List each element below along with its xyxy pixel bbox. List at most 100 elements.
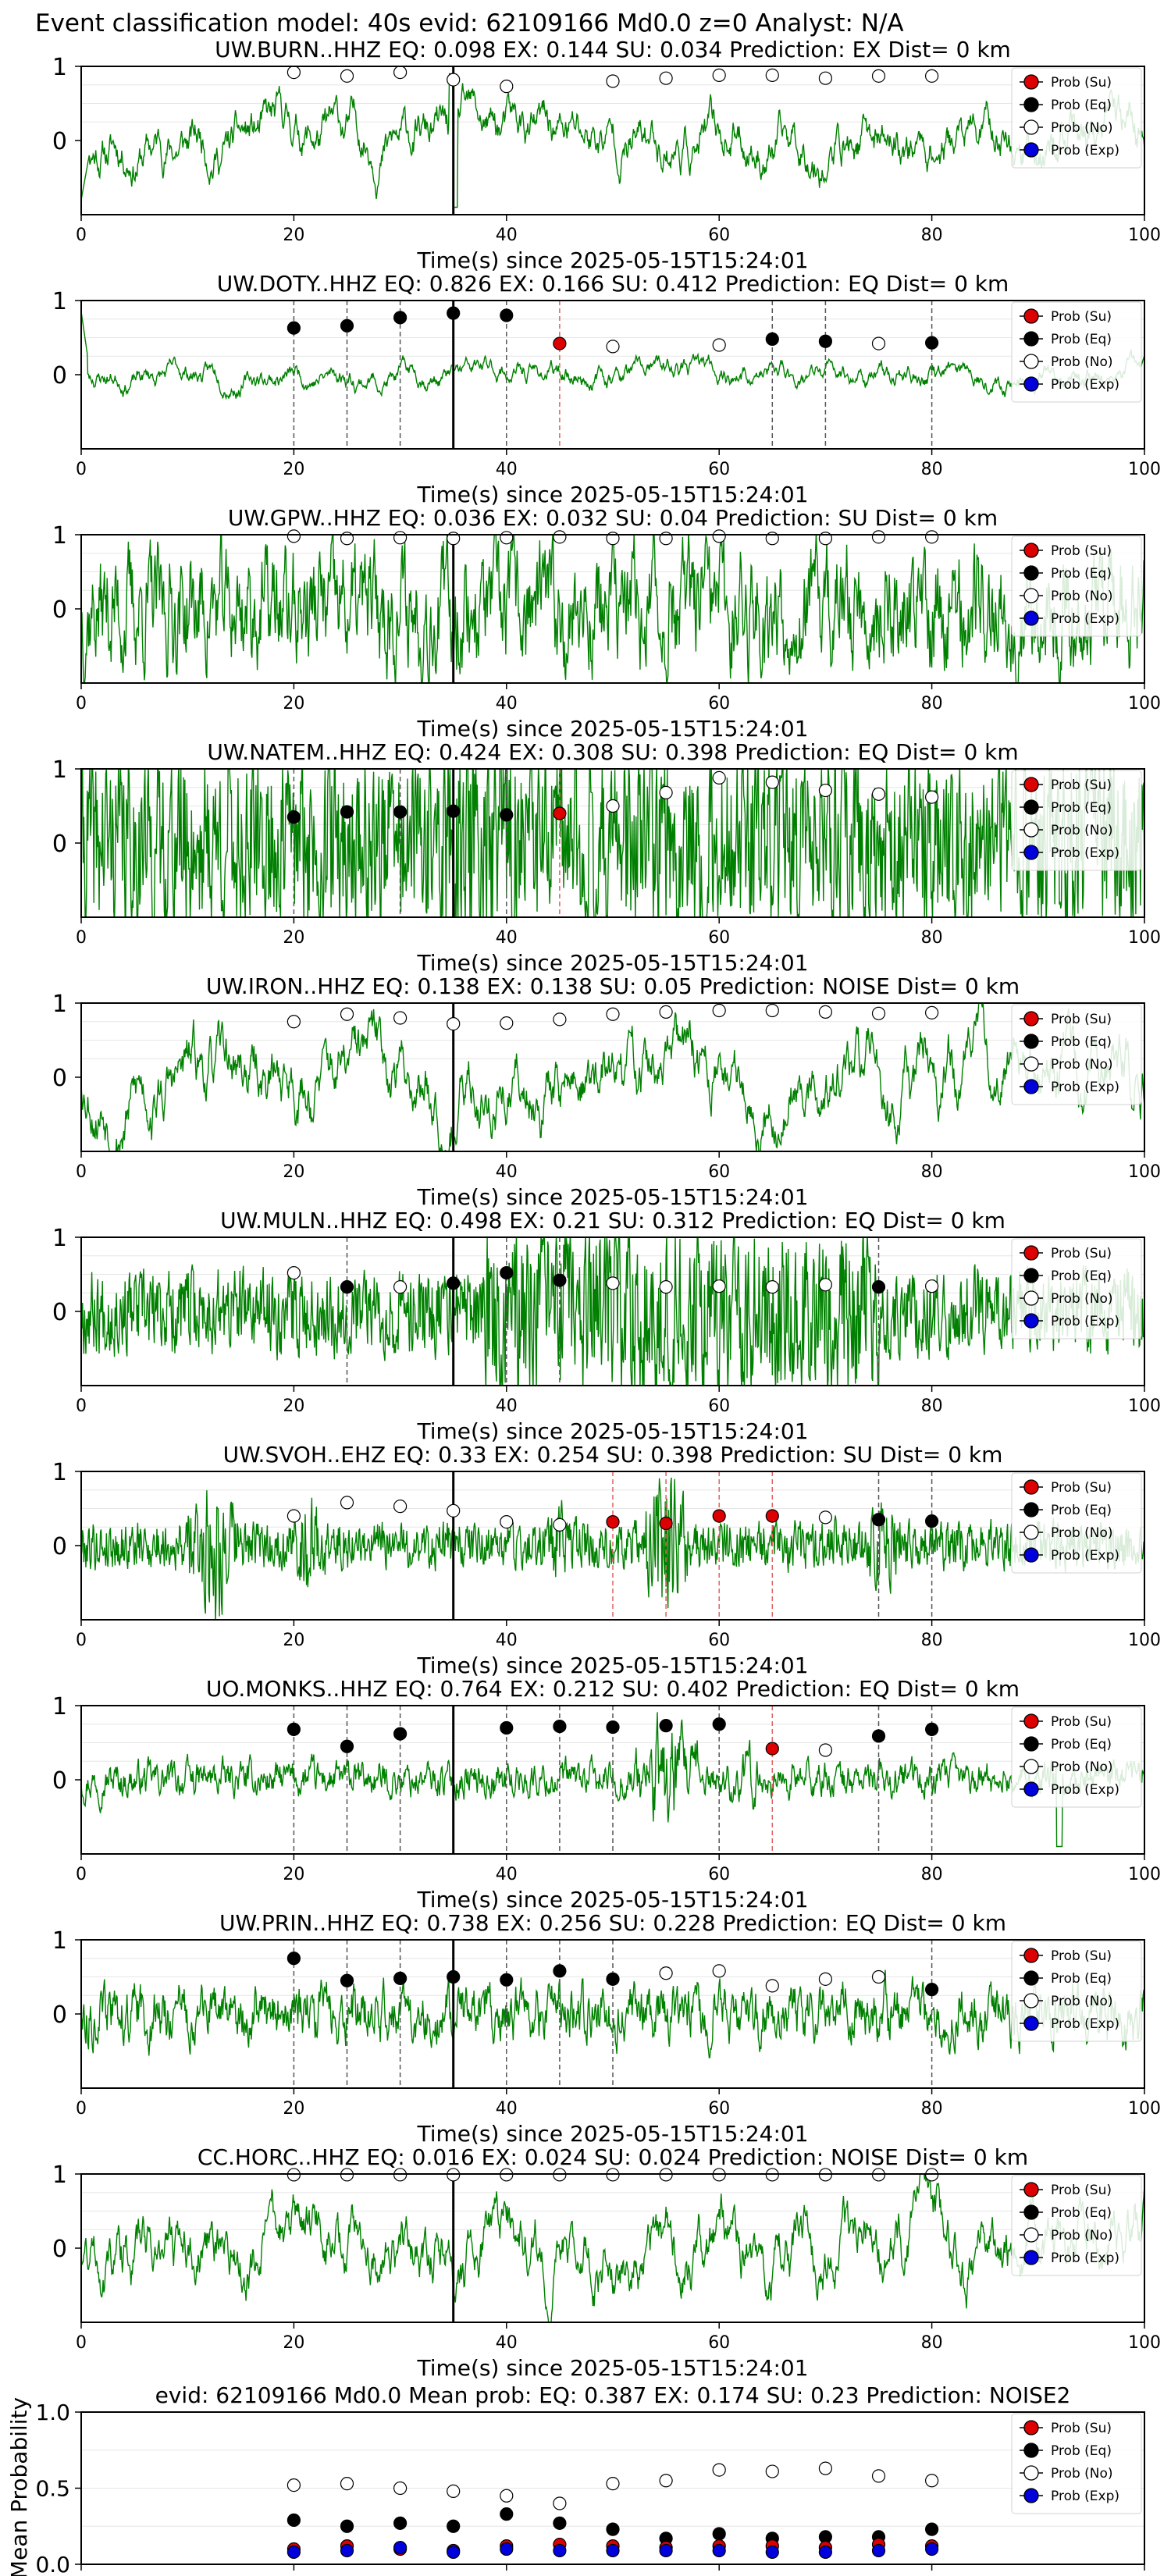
panel-4-ytick-label-1: 1 [52, 756, 67, 784]
panel-3-marker-no [393, 531, 408, 545]
panel-2-legend-box [1011, 301, 1142, 403]
panel-5-ytick-label-0: 0 [52, 1065, 67, 1092]
panel-1-legend-label-su: Prob (Su) [1051, 75, 1112, 91]
panel-1-ytick-label-1: 1 [52, 54, 67, 81]
panel-11-frame [80, 2411, 1145, 2565]
panel-6-ytick-label-0: 0 [52, 1299, 67, 1326]
panel-1-marker-no [818, 71, 833, 85]
panel-1-xtick-label-60: 60 [708, 226, 730, 245]
panel-1-waveform [81, 73, 1144, 208]
panel-4-xlabel: Time(s) since 2025-05-15T15:24:01 [416, 950, 808, 976]
panel-8-ytick-label-1: 1 [52, 1693, 67, 1720]
panel-2-xlabel: Time(s) since 2025-05-15T15:24:01 [416, 482, 808, 507]
panel-6-xtick-label-0: 0 [76, 1397, 87, 1416]
panel-11-point-no [553, 2496, 567, 2510]
panel-11-point-no [765, 2464, 779, 2478]
panel-11-point-exp [340, 2543, 354, 2558]
panel-4-legend-label-eq: Prob (Eq) [1051, 800, 1112, 816]
panel-11-point-no [287, 2478, 301, 2492]
panel-3-marker-no [871, 530, 886, 544]
panel-10-xtick-label-60: 60 [708, 2333, 730, 2353]
panel-6-marker-eq [340, 1280, 354, 1294]
panel-4-legend-box [1011, 770, 1142, 871]
panel-2-marker-no [712, 338, 726, 352]
panel-7-marker-no [818, 1510, 833, 1525]
panel-4-xtick-label-20: 20 [283, 928, 304, 948]
panel-6-frame [80, 1236, 1145, 1386]
panel-10-legend-label-su: Prob (Su) [1051, 2183, 1112, 2198]
panel-9: UW.PRIN..HHZ EQ: 0.738 EX: 0.256 SU: 0.2… [52, 1910, 1161, 2147]
panel-1-marker-no [500, 80, 514, 94]
panel-10-xlabel: Time(s) since 2025-05-15T15:24:01 [416, 2355, 808, 2381]
panel-8-marker-eq [500, 1720, 514, 1735]
panel-11-legend-label-eq: Prob (Eq) [1051, 2443, 1112, 2459]
panel-9-waveform [81, 1969, 1144, 2058]
panel-1-xtick-label-80: 80 [921, 226, 943, 245]
panel-2-legend-label-eq: Prob (Eq) [1051, 332, 1112, 347]
panel-1-marker-no [340, 69, 354, 83]
panel-1-frame [80, 66, 1145, 215]
panel-6-marker-eq [500, 1265, 514, 1280]
panel-1-marker-no [712, 68, 726, 83]
panel-11-point-exp [287, 2545, 301, 2559]
panel-11-point-exp [818, 2545, 833, 2559]
panel-3-legend-marker-su [1023, 543, 1039, 558]
panel-5-xtick-label-60: 60 [708, 1162, 730, 1182]
panel-2-marker-eq [340, 318, 354, 333]
panel-9-xtick-label-0: 0 [76, 2099, 87, 2119]
panel-11-point-no [447, 2484, 461, 2498]
panel-11-point-no [924, 2474, 939, 2488]
panel-2-plot-area [81, 301, 1144, 449]
panel-5-xtick-label-100: 100 [1128, 1162, 1161, 1182]
panel-6-legend-label-exp: Prob (Exp) [1051, 1314, 1119, 1329]
panel-6-marker-eq [553, 1273, 567, 1287]
panel-8-xtick-label-100: 100 [1128, 1865, 1161, 1884]
panel-6-marker-no [712, 1279, 726, 1293]
panel-7-marker-eq [924, 1514, 939, 1528]
panel-2-marker-eq [500, 308, 514, 322]
panel-5-marker-no [287, 1015, 301, 1029]
panel-8-xtick-label-60: 60 [708, 1865, 730, 1884]
panel-11-point-exp [712, 2543, 726, 2558]
panel-8-legend-box [1011, 1706, 1142, 1808]
panel-10-xtick-label-0: 0 [76, 2333, 87, 2353]
panel-2-legend-label-su: Prob (Su) [1051, 309, 1112, 325]
panel-4-marker-eq [500, 808, 514, 822]
panel-3-ytick-label-0: 0 [52, 596, 67, 624]
panel-7-marker-su [765, 1509, 779, 1523]
panel-7-legend-label-exp: Prob (Exp) [1051, 1548, 1119, 1564]
panel-4-marker-eq [447, 804, 461, 818]
panel-5-xtick-label-20: 20 [283, 1162, 304, 1182]
panel-6-marker-no [818, 1278, 833, 1292]
panel-5-legend-label-su: Prob (Su) [1051, 1012, 1112, 1027]
panel-3-marker-no [712, 529, 726, 543]
panel-4-legend-marker-exp [1023, 845, 1039, 860]
panel-6-marker-no [287, 1265, 301, 1280]
panel-6-legend-marker-su [1023, 1245, 1039, 1261]
panel-6-xtick-label-100: 100 [1128, 1397, 1161, 1416]
panel-6-xtick-label-20: 20 [283, 1397, 304, 1416]
panel-2-legend-marker-eq [1023, 331, 1039, 347]
panel-4-ytick-label-0: 0 [52, 831, 67, 858]
panel-9-xtick-label-100: 100 [1128, 2099, 1161, 2119]
panel-5-legend-marker-no [1023, 1056, 1039, 1072]
panel-6-marker-no [765, 1280, 779, 1294]
panel-3-waveform [81, 535, 1144, 683]
panel-7-legend-label-su: Prob (Su) [1051, 1480, 1112, 1496]
panel-2-legend-marker-su [1023, 308, 1039, 324]
panel-10-plot-area [81, 2174, 1144, 2322]
panel-2-ytick-label-1: 1 [52, 288, 67, 315]
panel-8-legend-label-no: Prob (No) [1051, 1759, 1113, 1775]
panel-1-xtick-label-100: 100 [1128, 226, 1161, 245]
panel-9-legend-marker-no [1023, 1993, 1039, 2008]
panel-2-legend-marker-exp [1023, 376, 1039, 392]
panel-11-point-eq [606, 2522, 620, 2536]
panel-10-xtick-label-80: 80 [921, 2333, 943, 2353]
panel-7-plot-area [81, 1471, 1144, 1620]
panel-11-point-exp [393, 2540, 408, 2555]
panel-7: UW.SVOH..EHZ EQ: 0.33 EX: 0.254 SU: 0.39… [52, 1442, 1161, 1678]
panel-3-frame [80, 534, 1145, 684]
panel-8-legend-marker-exp [1023, 1781, 1039, 1797]
panel-1-marker-no [287, 65, 301, 80]
